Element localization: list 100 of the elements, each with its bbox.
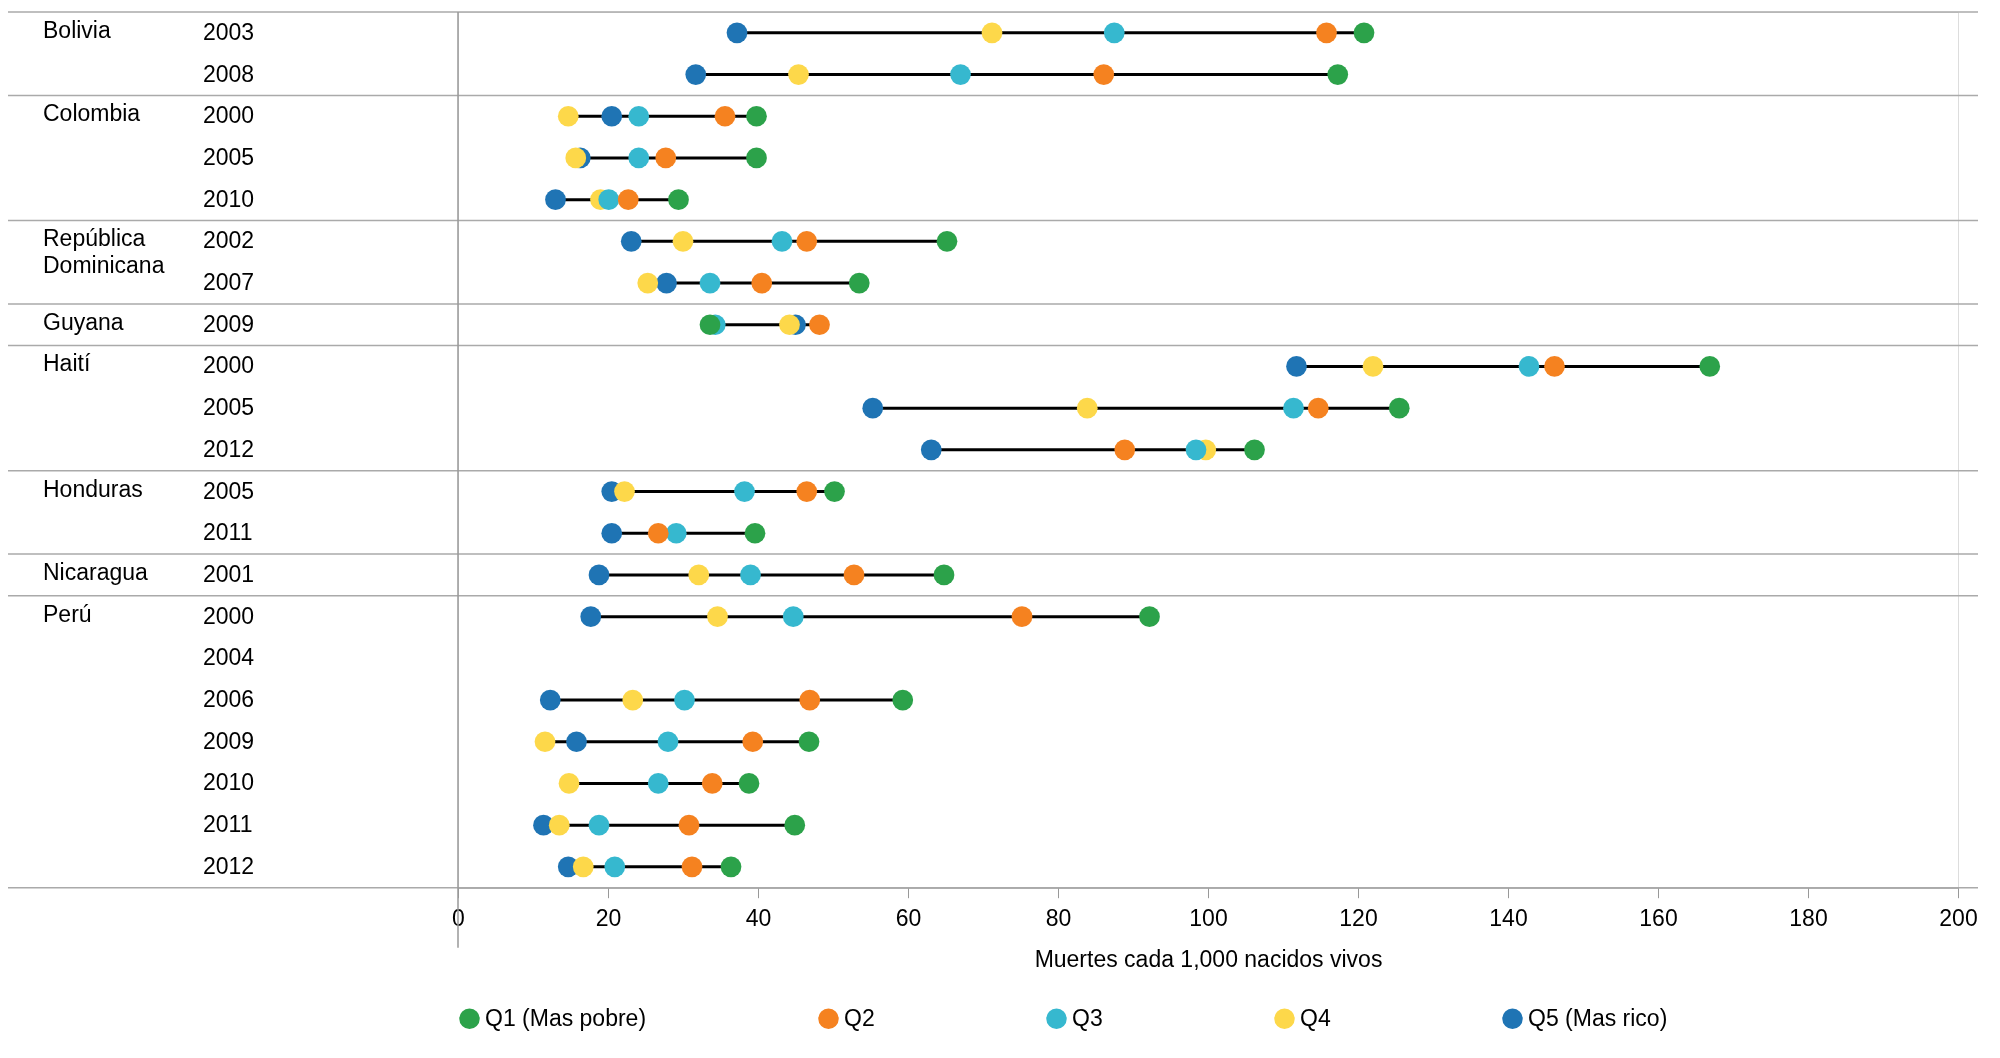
y2-tick-label: Colombia bbox=[43, 100, 141, 127]
y-tick-label: 2009 bbox=[203, 310, 255, 337]
point bbox=[784, 814, 806, 836]
point bbox=[601, 105, 623, 127]
point bbox=[534, 731, 556, 753]
y-tick-label: 2002 bbox=[203, 227, 255, 254]
point bbox=[557, 105, 579, 127]
point bbox=[685, 64, 707, 85]
point bbox=[701, 773, 723, 794]
point bbox=[1544, 356, 1565, 377]
x-tick-label: 100 bbox=[1189, 905, 1228, 932]
point bbox=[796, 481, 818, 502]
legend-label: Q5 (Mas rico) bbox=[1528, 1004, 1668, 1031]
point bbox=[981, 22, 1003, 44]
point bbox=[707, 606, 728, 627]
x-tick-label: 40 bbox=[745, 905, 772, 932]
point bbox=[1353, 22, 1375, 44]
point bbox=[1093, 64, 1115, 85]
point bbox=[740, 564, 761, 586]
x-tick-label: 160 bbox=[1639, 905, 1678, 932]
point bbox=[620, 231, 642, 252]
point bbox=[647, 773, 669, 794]
point bbox=[1114, 439, 1136, 461]
point bbox=[637, 272, 659, 294]
x-tick-label: 60 bbox=[895, 905, 922, 932]
point bbox=[622, 689, 644, 711]
point bbox=[726, 22, 748, 44]
point bbox=[699, 272, 721, 294]
point bbox=[674, 689, 695, 711]
x-tick-label: 20 bbox=[595, 905, 622, 932]
x-tick-label: 120 bbox=[1339, 905, 1378, 932]
point bbox=[1283, 397, 1304, 419]
point bbox=[848, 272, 870, 294]
point bbox=[628, 147, 650, 169]
x-tick-label: 80 bbox=[1045, 905, 1072, 932]
y2-tick-label: Perú bbox=[43, 600, 92, 627]
y-tick-label: 2001 bbox=[203, 560, 255, 587]
point bbox=[588, 814, 610, 836]
y-tick-label: 2011 bbox=[203, 519, 253, 546]
point bbox=[647, 522, 669, 544]
point bbox=[936, 231, 958, 252]
point bbox=[628, 105, 650, 127]
y2-tick-label: Bolivia bbox=[43, 16, 111, 43]
point bbox=[1286, 356, 1307, 377]
point bbox=[545, 189, 566, 210]
point bbox=[588, 564, 610, 586]
point bbox=[824, 481, 845, 502]
point bbox=[1699, 356, 1721, 377]
y-tick-label: 2000 bbox=[203, 352, 255, 379]
y-tick-label: 2008 bbox=[203, 60, 255, 87]
point bbox=[1076, 397, 1098, 419]
point bbox=[548, 814, 570, 836]
y-tick-label: 2004 bbox=[203, 644, 255, 671]
point bbox=[862, 397, 884, 419]
point bbox=[798, 731, 820, 753]
point bbox=[920, 439, 942, 461]
y-tick-label: 2000 bbox=[203, 102, 255, 129]
point bbox=[843, 564, 865, 586]
point bbox=[580, 606, 602, 627]
x-tick-label: 0 bbox=[452, 905, 465, 932]
point bbox=[1307, 397, 1329, 419]
point bbox=[720, 856, 742, 878]
y-tick-label: 2012 bbox=[203, 435, 255, 462]
y-tick-label: 2010 bbox=[203, 185, 255, 212]
point bbox=[617, 189, 639, 210]
point bbox=[1139, 606, 1160, 627]
legend-label: Q4 bbox=[1300, 1004, 1331, 1031]
point bbox=[604, 856, 626, 878]
point bbox=[601, 522, 623, 544]
point bbox=[681, 856, 703, 878]
point bbox=[598, 189, 620, 210]
point bbox=[746, 105, 767, 127]
point bbox=[950, 64, 971, 85]
y-tick-label: 2009 bbox=[203, 727, 255, 754]
point bbox=[799, 689, 821, 711]
point bbox=[714, 105, 736, 127]
point bbox=[1518, 356, 1540, 377]
point bbox=[1103, 22, 1125, 44]
y2-tick-label: República Dominicana bbox=[43, 225, 165, 279]
y-tick-label: 2012 bbox=[203, 852, 255, 879]
y-tick-label: 2007 bbox=[203, 269, 255, 296]
y-tick-label: 2005 bbox=[203, 477, 255, 504]
point bbox=[746, 147, 767, 169]
point bbox=[655, 147, 677, 169]
y2-tick-label: Honduras bbox=[43, 475, 143, 502]
point bbox=[779, 314, 800, 336]
point bbox=[788, 64, 809, 85]
point bbox=[738, 773, 760, 794]
point bbox=[566, 731, 587, 753]
point bbox=[742, 731, 764, 753]
point bbox=[809, 314, 830, 336]
legend-label: Q1 (Mas pobre) bbox=[485, 1004, 647, 1031]
point bbox=[933, 564, 955, 586]
point bbox=[672, 231, 694, 252]
x-tick-label: 180 bbox=[1789, 905, 1828, 932]
y2-tick-label: Nicaragua bbox=[43, 558, 149, 585]
point bbox=[771, 231, 793, 252]
y-tick-label: 2005 bbox=[203, 394, 255, 421]
point bbox=[744, 522, 766, 544]
y2-tick-label: Haití bbox=[43, 350, 91, 377]
